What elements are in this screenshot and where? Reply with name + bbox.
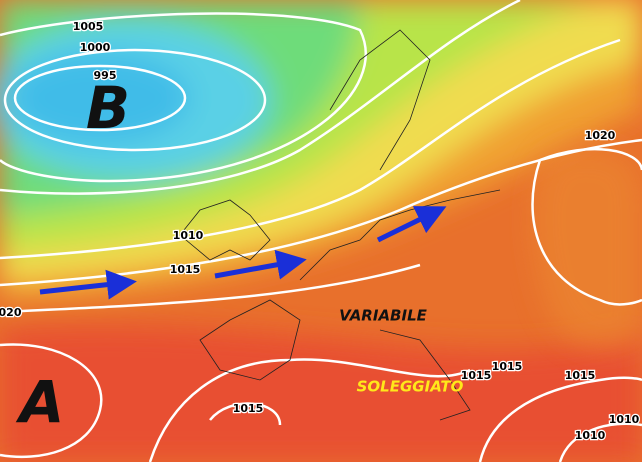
arrow bbox=[39, 269, 137, 300]
coastlines bbox=[179, 29, 501, 421]
isobar-label: 1010 bbox=[173, 229, 204, 242]
isobar-label: 1020 bbox=[585, 129, 616, 142]
isobar-label: 1015 bbox=[461, 369, 492, 382]
wind-arrows bbox=[39, 206, 447, 300]
isobar-label: 1015 bbox=[170, 263, 201, 276]
arrow bbox=[376, 206, 447, 243]
isobar-label: 995 bbox=[94, 69, 117, 82]
annotation: VARIABILE bbox=[339, 307, 428, 325]
isobar-label: 1000 bbox=[80, 41, 111, 54]
labels: BA10051000995102010101015020101510151015… bbox=[0, 19, 641, 444]
isobar-label: 1010 bbox=[575, 429, 606, 442]
isobar-label: 020 bbox=[0, 306, 22, 319]
pressure-center: B bbox=[86, 74, 130, 142]
pressure-center: A bbox=[16, 368, 65, 436]
isobar-label: 1015 bbox=[492, 360, 523, 373]
isobar-label: 1015 bbox=[233, 402, 264, 415]
arrow bbox=[214, 249, 307, 280]
isobar-label: 1015 bbox=[565, 369, 596, 382]
annotation: SOLEGGIATO bbox=[357, 378, 464, 396]
isobar-label: 1005 bbox=[73, 20, 104, 33]
isobar-label: 1010 bbox=[609, 413, 640, 426]
